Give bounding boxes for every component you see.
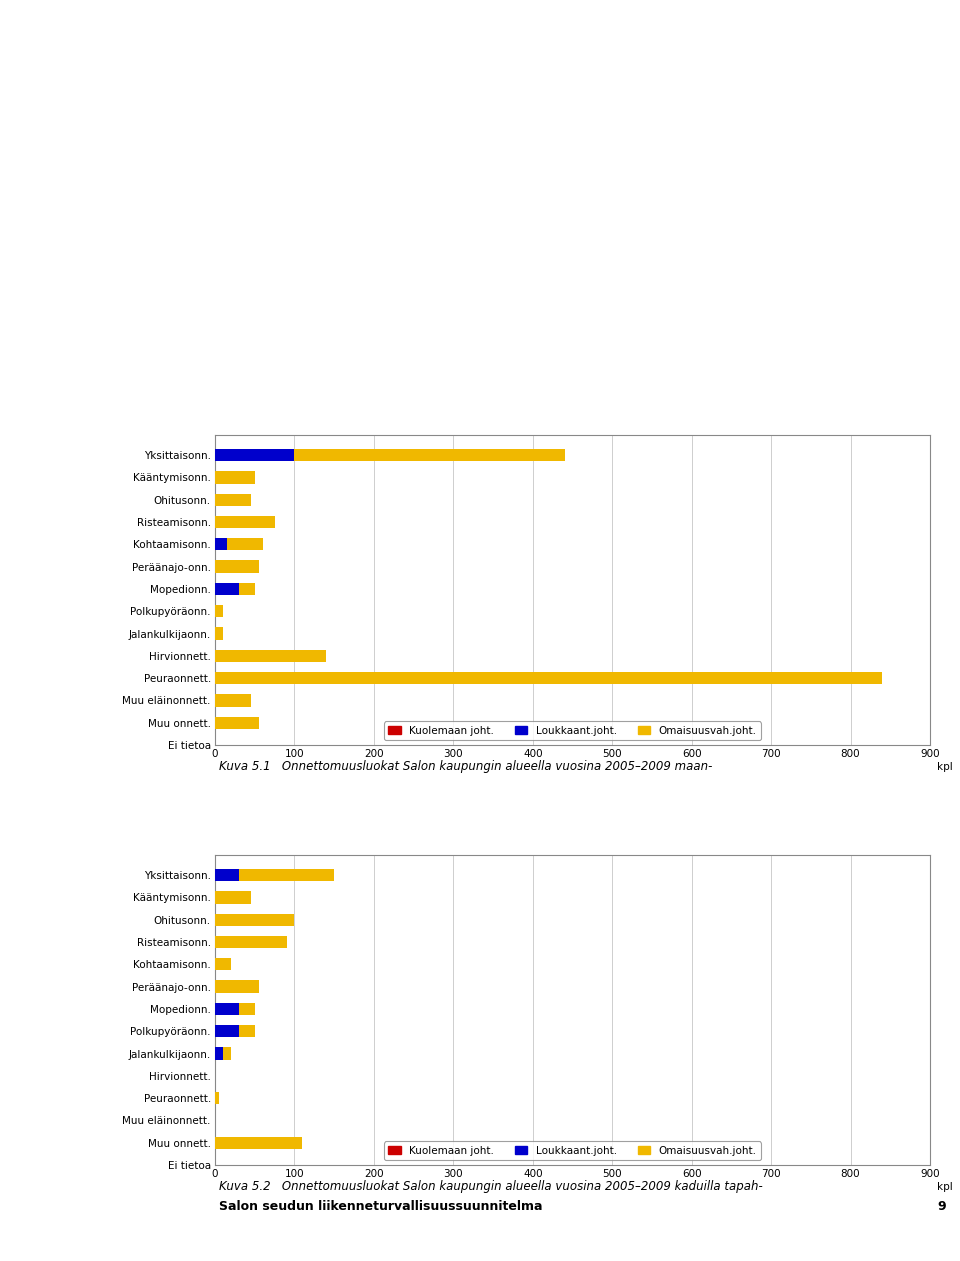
Bar	[295, 449, 564, 462]
Legend: Kuolemaan joht., Loukkaant.joht., Omaisuusvah.joht.: Kuolemaan joht., Loukkaant.joht., Omaisu…	[384, 721, 760, 740]
Text: Kuva 5.2   Onnettomuusluokat Salon kaupungin alueella vuosina 2005–2009 kaduilla: Kuva 5.2 Onnettomuusluokat Salon kaupung…	[219, 1180, 762, 1193]
Bar	[215, 1092, 219, 1105]
Bar	[239, 583, 254, 595]
Legend: Kuolemaan joht., Loukkaant.joht., Omaisuusvah.joht.: Kuolemaan joht., Loukkaant.joht., Omaisu…	[384, 1141, 760, 1160]
Bar	[215, 958, 231, 971]
Bar	[239, 1025, 254, 1038]
Bar	[215, 516, 275, 528]
Text: Salon seudun liikenneturvallisuussuunnitelma: Salon seudun liikenneturvallisuussuunnit…	[219, 1200, 542, 1213]
Bar	[215, 1025, 239, 1038]
Bar	[215, 628, 223, 639]
Bar	[215, 672, 882, 685]
Bar	[215, 869, 239, 881]
Text: 9: 9	[937, 1200, 946, 1213]
Bar	[215, 1002, 239, 1015]
Bar	[215, 649, 326, 662]
Bar	[215, 449, 295, 462]
Bar	[215, 716, 258, 729]
Text: Kuva 5.1   Onnettomuusluokat Salon kaupungin alueella vuosina 2005–2009 maan-: Kuva 5.1 Onnettomuusluokat Salon kaupung…	[219, 760, 712, 773]
Bar	[215, 913, 295, 926]
Bar	[215, 493, 251, 506]
Bar	[215, 583, 239, 595]
Bar	[215, 560, 258, 572]
Bar	[215, 981, 258, 992]
Bar	[215, 892, 251, 904]
Bar	[215, 1048, 223, 1059]
Bar	[227, 538, 263, 551]
Bar	[215, 472, 254, 483]
Text: kpl: kpl	[937, 1182, 953, 1192]
Text: kpl: kpl	[937, 762, 953, 772]
Bar	[215, 538, 227, 551]
Bar	[215, 936, 286, 948]
Bar	[223, 1048, 231, 1059]
Bar	[215, 695, 251, 706]
Bar	[215, 605, 223, 618]
Bar	[215, 1136, 302, 1149]
Bar	[239, 869, 334, 881]
Bar	[239, 1002, 254, 1015]
